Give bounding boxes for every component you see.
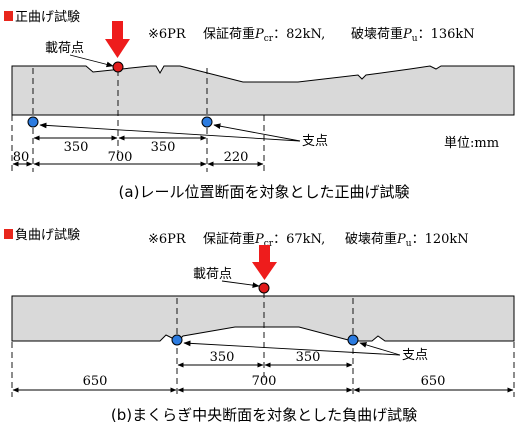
- bottom-dim-text-650-left: 650: [83, 374, 108, 389]
- top-dim-text-350-left: 350: [64, 140, 89, 155]
- bottom-load-point: [258, 282, 270, 294]
- bottom-break-load: 破壊荷重Pu：120kN: [345, 231, 469, 249]
- bottom-load-leader: [221, 280, 260, 288]
- bottom-support-label: 支点: [402, 348, 428, 363]
- bottom-heading: 負曲げ試験: [15, 227, 80, 243]
- top-heading-marker: [4, 11, 13, 21]
- bottom-dim-text-650-right: 650: [421, 374, 446, 389]
- bottom-support-right: [347, 334, 359, 346]
- bottom-load-label: 載荷点: [193, 267, 232, 282]
- top-load-leader: [69, 54, 114, 68]
- bottom-support-left: [171, 334, 183, 346]
- top-unit-label: 単位:mm: [444, 135, 499, 151]
- bottom-dim-text-350-left: 350: [210, 350, 235, 365]
- top-dim-text-350-right: 350: [151, 140, 176, 155]
- top-dim-text-700: 700: [108, 150, 133, 165]
- bottom-specimen: ※6PR: [148, 232, 187, 247]
- bottom-proof-load: 保証荷重Pcr：67kN,: [203, 231, 325, 249]
- bottom-beam: [11, 295, 515, 342]
- bottom-caption: (b)まくらぎ中央断面を対象とした負曲げ試験: [111, 406, 417, 424]
- top-load-arrow: [105, 21, 130, 58]
- top-dim-text-80: 80: [13, 150, 30, 165]
- bottom-dim-text-700: 700: [252, 374, 277, 389]
- top-caption: (a)レール位置断面を対象とした正曲げ試験: [119, 183, 410, 201]
- top-support-label: 支点: [302, 134, 328, 149]
- bottom-support-leader-right: [359, 342, 401, 356]
- top-load-point: [112, 61, 124, 73]
- bottom-panel: 負曲げ試験 ※6PR 保証荷重Pcr：67kN, 破壊荷重Pu：120kN 載荷…: [4, 227, 515, 424]
- top-heading: 正曲げ試験: [15, 9, 80, 25]
- bottom-dim-text-350-right: 350: [296, 350, 321, 365]
- top-load-label: 載荷点: [45, 41, 84, 56]
- top-support-leader-left: [39, 122, 301, 142]
- top-dim-text-220: 220: [224, 150, 249, 165]
- top-specimen: ※6PR: [148, 27, 187, 42]
- top-panel: 正曲げ試験 ※6PR 保証荷重Pcr：82kN, 破壊荷重Pu：136kN 載荷…: [4, 9, 515, 201]
- top-beam: [11, 65, 515, 116]
- top-break-load: 破壊荷重Pu：136kN: [351, 26, 475, 44]
- top-proof-load: 保証荷重Pcr：82kN,: [203, 26, 325, 44]
- bottom-support-leader-left: [183, 340, 401, 356]
- top-support-leader-right: [213, 123, 301, 142]
- top-support-left: [27, 116, 39, 128]
- bottom-heading-marker: [4, 229, 13, 239]
- bottom-load-arrow: [252, 245, 277, 280]
- top-support-right: [201, 116, 213, 128]
